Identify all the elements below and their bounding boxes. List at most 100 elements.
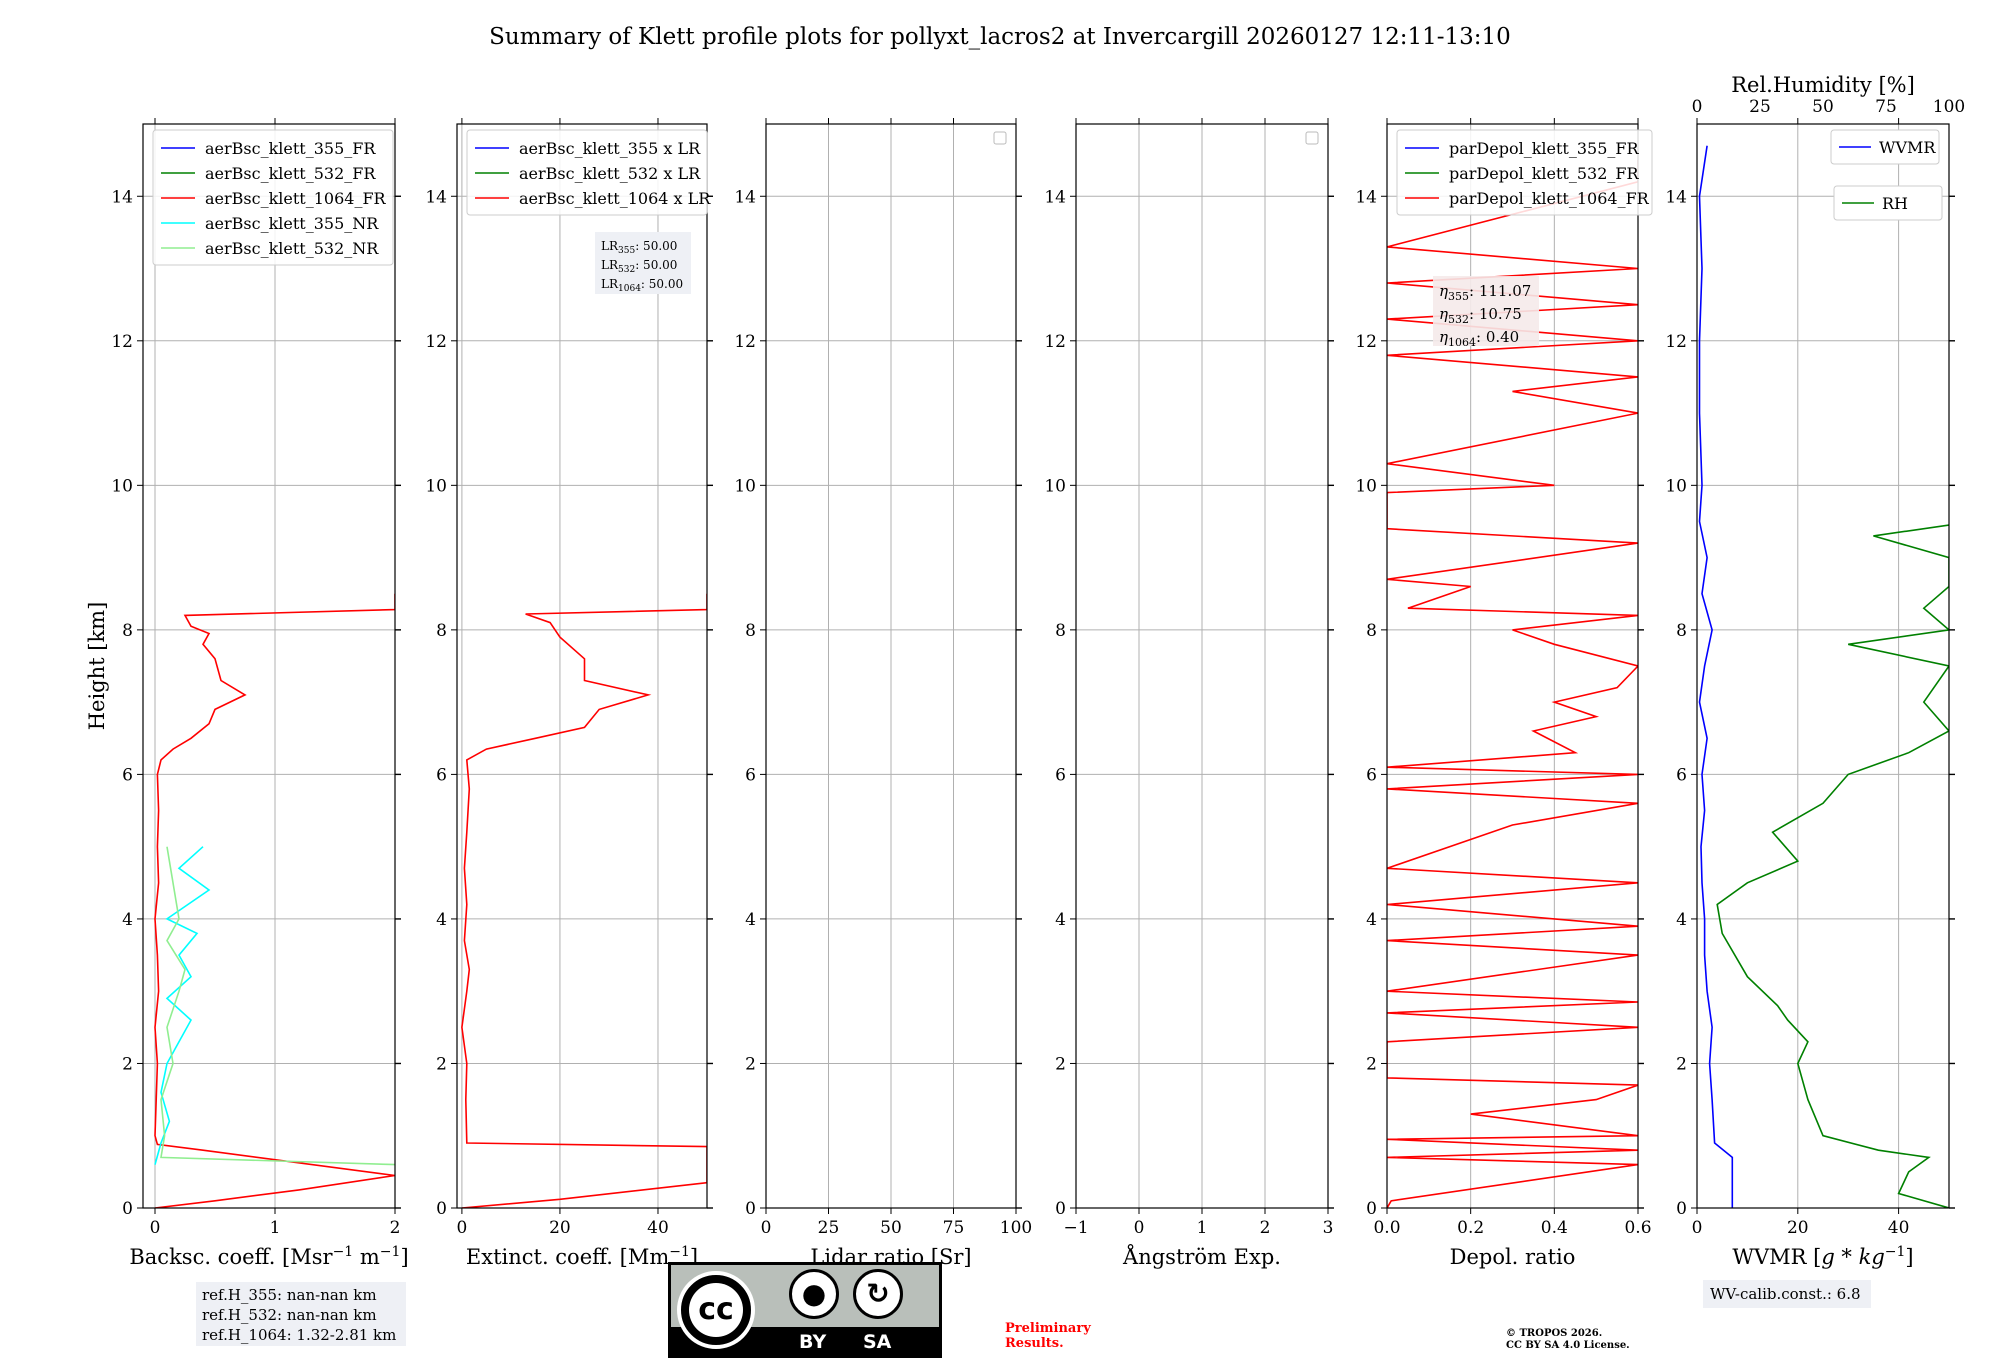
- lr-value: : 50.00: [635, 239, 677, 253]
- series-line-aerBsc_klett_1064_FR: [154, 593, 395, 1208]
- preliminary-text-2: Results.: [1005, 1336, 1064, 1351]
- y-tick-label: 2: [1366, 1054, 1377, 1074]
- y-tick-label: 14: [734, 187, 756, 207]
- x-label-part: Backsc. coeff. [Msr: [129, 1245, 333, 1269]
- eta-sub: 532: [1448, 313, 1469, 326]
- legend-entry: parDepol_klett_532_FR: [1449, 164, 1640, 183]
- y-tick-label: 0: [1676, 1199, 1687, 1219]
- y-tick-label: 6: [122, 765, 133, 785]
- cc-icon-text: cc: [689, 1283, 743, 1337]
- x-tick-label: −1: [1063, 1218, 1088, 1238]
- legend-box: [1396, 129, 1653, 216]
- lr-annotation-line: LR1064: 50.00: [601, 277, 683, 294]
- y-tick-label: 4: [1676, 910, 1687, 930]
- y-tick-label: 6: [436, 765, 447, 785]
- y-tick-label: 12: [1044, 332, 1066, 352]
- legend-entry: aerBsc_klett_532 x LR: [519, 164, 701, 183]
- legend-entry: aerBsc_klett_355_NR: [205, 214, 379, 233]
- x-label-sup2: −1: [380, 1244, 401, 1260]
- ref-height-line: ref.H_1064: 1.32-2.81 km: [202, 1326, 396, 1344]
- series-group: [1698, 145, 1949, 1208]
- x-label-sup: −1: [669, 1244, 690, 1260]
- x-tick-label: 0: [1134, 1218, 1145, 1238]
- x-label-sup: −1: [1885, 1244, 1906, 1260]
- x-label-end: ]: [690, 1245, 698, 1269]
- lr-label: LR: [601, 239, 619, 253]
- series-line-aerBsc_klett_355_NR: [154, 846, 211, 1165]
- cc-by-label: BY: [799, 1331, 827, 1353]
- y-tick-label: 4: [122, 910, 133, 930]
- axes-frame: [1386, 123, 1639, 1209]
- x-label-part: Extinct. coeff. [Mm: [466, 1245, 669, 1269]
- y-tick-label: 14: [1665, 187, 1687, 207]
- y-tick-label: 4: [436, 910, 447, 930]
- legend-entry: aerBsc_klett_532_FR: [205, 164, 376, 183]
- x-axis-label: Extinct. coeff. [Mm−1]: [466, 1244, 698, 1269]
- y-tick-label: 12: [1665, 332, 1687, 352]
- lr-sub: 355: [618, 246, 635, 256]
- eta-sub: 1064: [1448, 336, 1476, 349]
- ref-height-line: ref.H_355: nan-nan km: [202, 1286, 377, 1304]
- legend-box: [466, 129, 708, 216]
- legend-entry: WVMR: [1879, 138, 1936, 157]
- wv-calib-box: [1703, 1280, 1871, 1308]
- y-tick-label: 14: [425, 187, 447, 207]
- ref-height-box: [196, 1282, 406, 1346]
- y-tick-label: 6: [1366, 765, 1377, 785]
- x-axis-label: WVMR [g * kg−1]: [1732, 1244, 1913, 1269]
- empty-legend-box: [1305, 131, 1319, 145]
- x-tick-label: 0: [150, 1218, 161, 1238]
- series-group: [461, 593, 707, 1208]
- x-tick-label: 3: [1323, 1218, 1334, 1238]
- empty-legend-box: [993, 131, 1007, 145]
- axes-frame: [142, 123, 396, 1209]
- series-line-WVMR: [1698, 145, 1734, 1208]
- axes-frame: [456, 123, 708, 1209]
- y-tick-label: 4: [1055, 910, 1066, 930]
- y-tick-label: 2: [436, 1054, 447, 1074]
- y-tick-label: 6: [745, 765, 756, 785]
- legend-box: [1830, 129, 1940, 165]
- y-tick-label: 4: [1366, 910, 1377, 930]
- share-alike-icon: ↻: [853, 1269, 903, 1319]
- y-tick-label: 8: [1366, 621, 1377, 641]
- series-group: [154, 593, 395, 1208]
- ref-height-line: ref.H_532: nan-nan km: [202, 1306, 377, 1324]
- y-tick-label: 10: [111, 476, 133, 496]
- y-tick-label: 0: [122, 1199, 133, 1219]
- x-tick-label: 2: [1260, 1218, 1271, 1238]
- series-line-parDepol_klett_1064_FR: [1387, 160, 1638, 1208]
- y-tick-label: 12: [734, 332, 756, 352]
- y-tick-label: 0: [745, 1199, 756, 1219]
- x-tick-label: 0: [761, 1218, 772, 1238]
- y-tick-label: 14: [1355, 187, 1377, 207]
- x-tick-label: 0.2: [1457, 1218, 1484, 1238]
- eta-sub: 355: [1448, 290, 1469, 303]
- series-line-aerBsc_klett_1064 x LR: [461, 593, 707, 1208]
- cc-sa-label: SA: [863, 1331, 892, 1353]
- legend-entry: parDepol_klett_355_FR: [1449, 139, 1640, 158]
- lr-value: : 50.00: [641, 277, 683, 291]
- legend-entry: aerBsc_klett_355 x LR: [519, 139, 701, 158]
- top-x-tick-label: 50: [1812, 97, 1834, 117]
- wv-calib-text: WV-calib.const.: 6.8: [1710, 1285, 1861, 1303]
- y-tick-label: 14: [1044, 187, 1066, 207]
- axes-frame: [1696, 123, 1950, 1209]
- preliminary-text: Preliminary: [1005, 1321, 1091, 1336]
- x-tick-label: 1: [270, 1218, 281, 1238]
- y-tick-label: 2: [122, 1054, 133, 1074]
- x-tick-label: 40: [647, 1218, 669, 1238]
- eta-value: : 0.40: [1476, 328, 1519, 346]
- cc-license-badge: cc ● ↻ BY SA: [668, 1262, 942, 1358]
- x-tick-label: 2: [390, 1218, 401, 1238]
- x-tick-label: 25: [818, 1218, 840, 1238]
- x-tick-label: 50: [880, 1218, 902, 1238]
- top-x-tick-label: 75: [1875, 97, 1897, 117]
- legend-entry: aerBsc_klett_532_NR: [205, 239, 379, 258]
- x-axis-label: Backsc. coeff. [Msr−1 m−1]: [129, 1244, 408, 1269]
- legend-entry: RH: [1882, 194, 1908, 213]
- y-tick-label: 8: [745, 621, 756, 641]
